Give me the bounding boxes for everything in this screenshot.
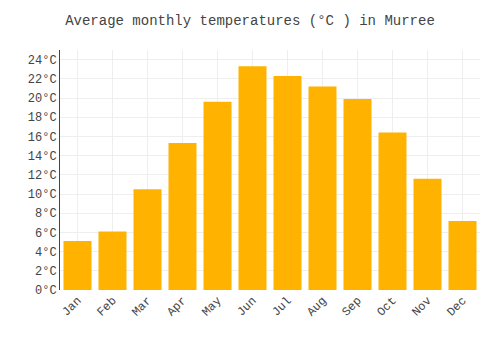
svg-text:20°C: 20°C (28, 92, 57, 106)
svg-text:4°C: 4°C (35, 246, 57, 260)
svg-text:12°C: 12°C (28, 169, 57, 183)
svg-text:Jun: Jun (234, 294, 259, 319)
svg-text:Aug: Aug (304, 294, 329, 319)
svg-text:Nov: Nov (409, 294, 434, 319)
svg-text:Jul: Jul (269, 294, 294, 319)
svg-text:6°C: 6°C (35, 227, 57, 241)
svg-text:24°C: 24°C (28, 54, 57, 68)
svg-text:Sep: Sep (339, 294, 364, 319)
svg-text:16°C: 16°C (28, 131, 57, 145)
svg-text:Apr: Apr (164, 294, 189, 319)
svg-text:Oct: Oct (374, 294, 399, 319)
svg-text:Average monthly temperatures (: Average monthly temperatures (°C ) in Mu… (65, 13, 435, 29)
svg-text:May: May (199, 294, 224, 319)
svg-text:10°C: 10°C (28, 188, 57, 202)
svg-text:Dec: Dec (444, 294, 469, 319)
svg-text:2°C: 2°C (35, 265, 57, 279)
svg-text:Feb: Feb (94, 294, 119, 319)
svg-text:22°C: 22°C (28, 73, 57, 87)
svg-text:Mar: Mar (129, 294, 154, 319)
svg-text:0°C: 0°C (35, 284, 57, 298)
svg-text:14°C: 14°C (28, 150, 57, 164)
svg-text:Jan: Jan (59, 294, 84, 319)
svg-text:8°C: 8°C (35, 207, 57, 221)
svg-text:18°C: 18°C (28, 111, 57, 125)
